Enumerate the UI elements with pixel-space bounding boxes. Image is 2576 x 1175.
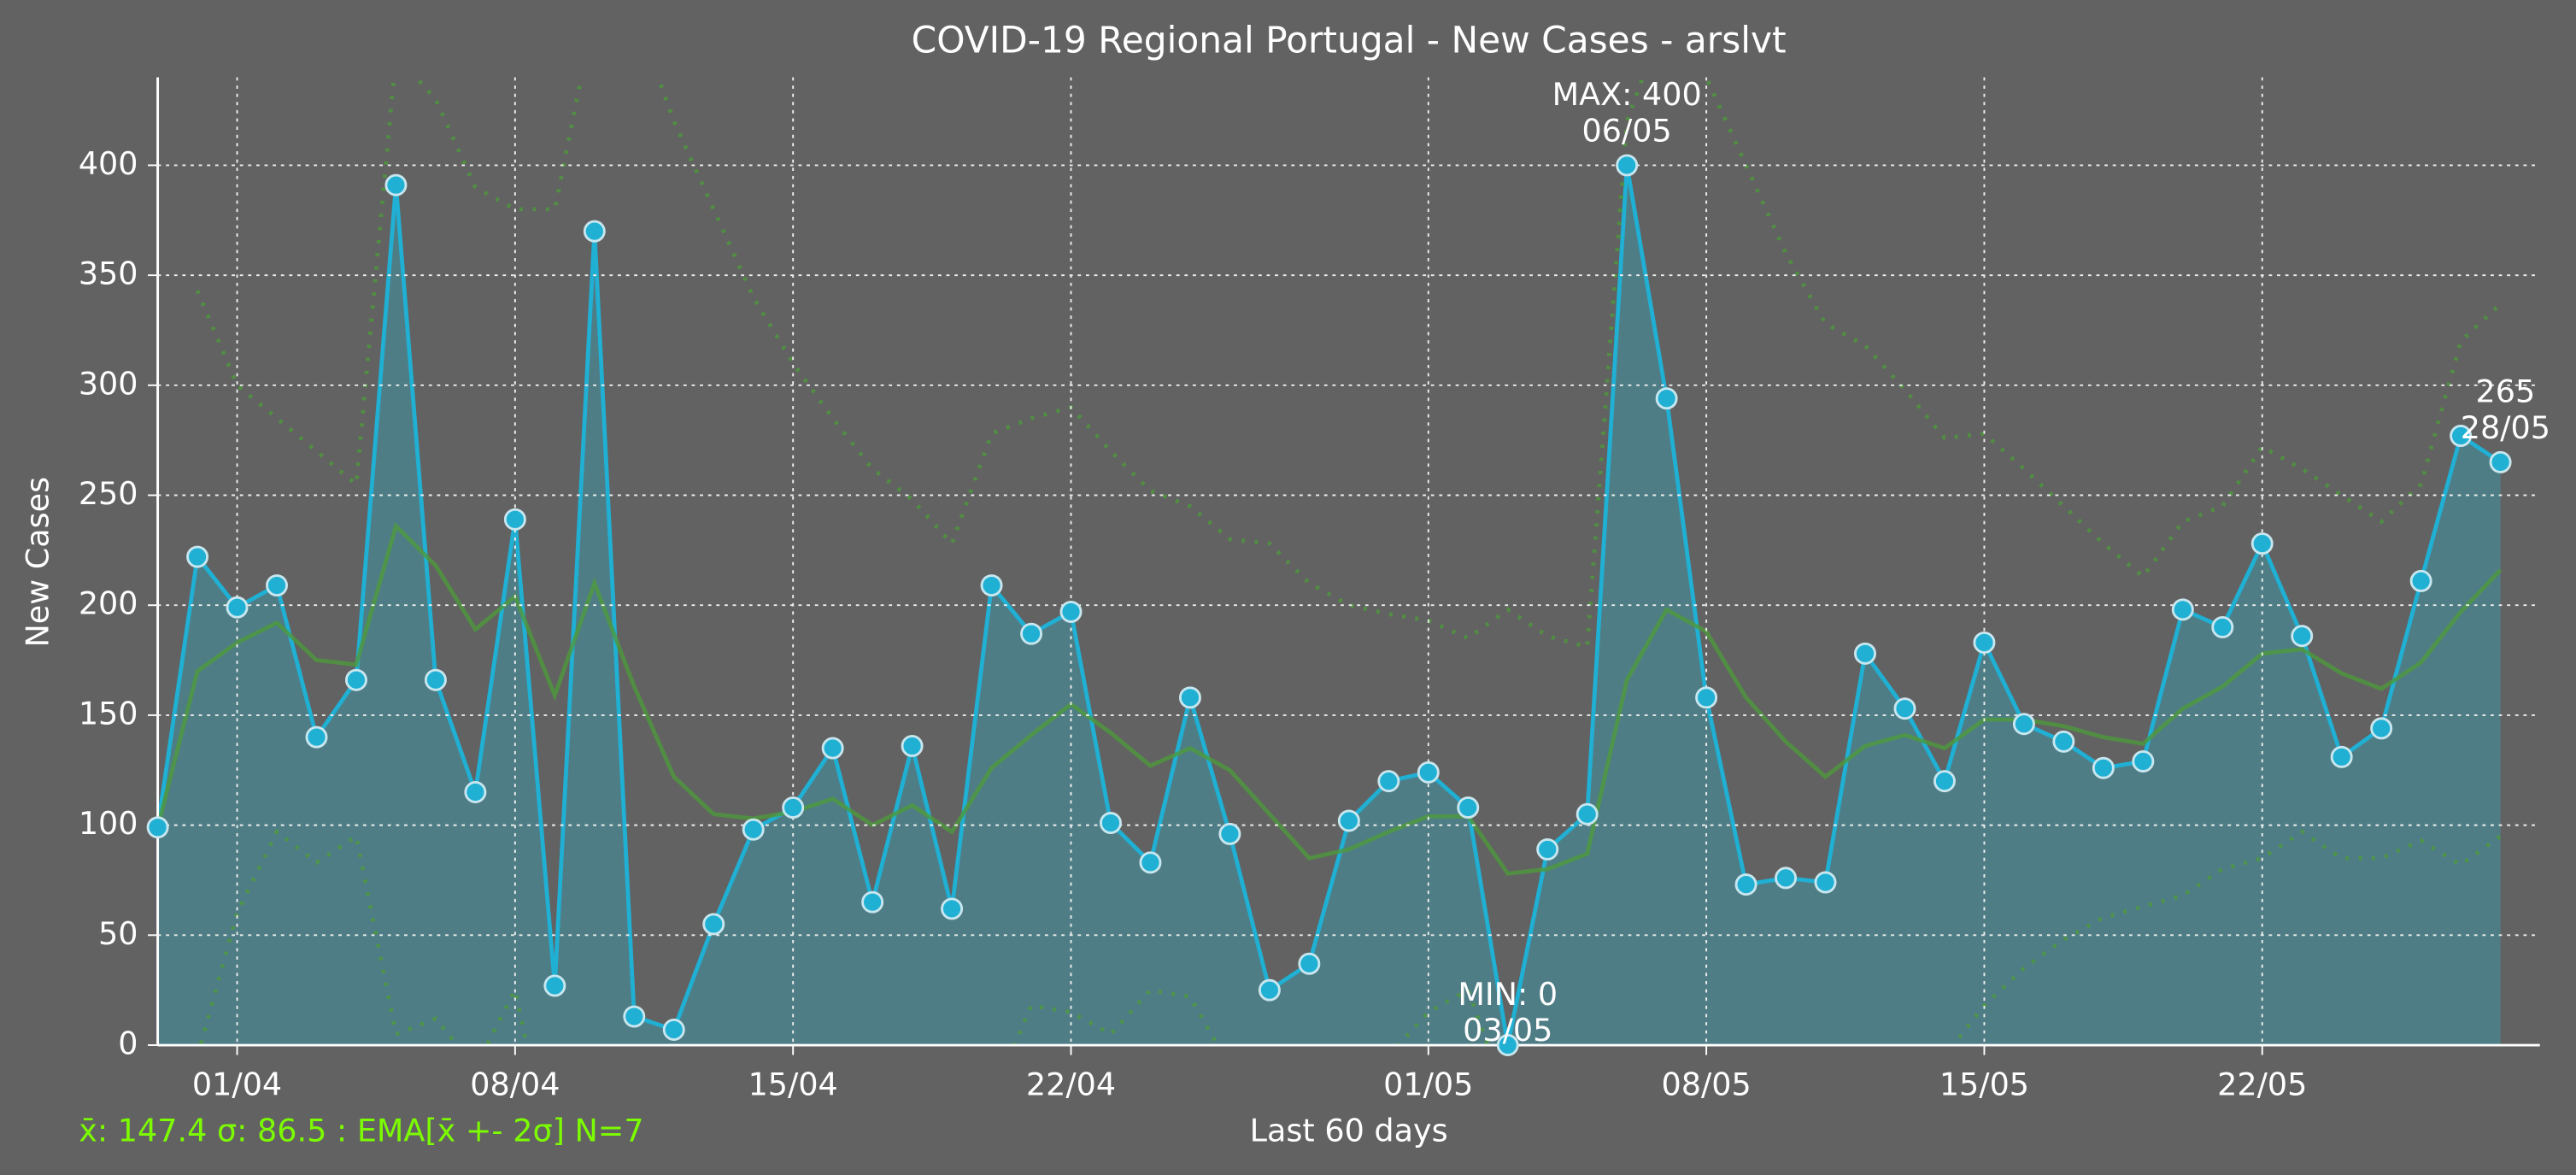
annotation-label: MAX: 400 xyxy=(1552,76,1702,113)
point xyxy=(1695,686,1718,709)
point xyxy=(384,173,408,197)
point xyxy=(583,220,606,243)
area xyxy=(157,165,2501,1046)
point xyxy=(1417,761,1440,784)
point xyxy=(1298,952,1321,975)
point xyxy=(662,1019,685,1041)
y-tick-label: 150 xyxy=(79,695,138,731)
point xyxy=(1496,1034,1519,1056)
point xyxy=(2052,730,2075,753)
x-tick-label: 01/04 xyxy=(192,1066,282,1103)
annotation-date: 28/05 xyxy=(2461,409,2550,446)
x-tick-label: 01/05 xyxy=(1383,1066,1473,1103)
point xyxy=(941,897,964,920)
chart-title: COVID-19 Regional Portugal - New Cases -… xyxy=(912,20,1787,62)
point xyxy=(1536,837,1559,861)
x-tick-label: 15/04 xyxy=(748,1066,838,1103)
plot-area xyxy=(157,77,2503,1046)
y-tick-label: 0 xyxy=(118,1025,138,1062)
point xyxy=(226,596,249,619)
point xyxy=(901,734,924,757)
point xyxy=(2171,598,2194,621)
point xyxy=(344,668,367,691)
point xyxy=(305,726,328,749)
point xyxy=(1258,978,1281,1002)
point xyxy=(2132,749,2155,773)
x-tick-label: 08/04 xyxy=(470,1066,560,1103)
point xyxy=(503,508,526,531)
point xyxy=(2370,717,2393,740)
point xyxy=(2012,713,2035,736)
point xyxy=(861,890,884,914)
y-tick-label: 100 xyxy=(79,805,138,842)
point xyxy=(424,668,447,691)
annotation-label: MIN: 0 xyxy=(1458,976,1558,1013)
point xyxy=(186,545,209,568)
x-tick-label: 15/05 xyxy=(1939,1066,2029,1103)
x-tick-label: 22/05 xyxy=(2217,1066,2307,1103)
point xyxy=(1178,686,1201,709)
point xyxy=(1854,642,1876,665)
y-tick-label: 200 xyxy=(79,585,138,622)
point xyxy=(623,1005,646,1028)
ema-line xyxy=(157,521,2503,876)
point xyxy=(1973,631,1996,654)
point xyxy=(1655,387,1678,410)
y-tick-label: 250 xyxy=(79,475,138,512)
band-line xyxy=(195,77,2503,650)
point xyxy=(2489,450,2512,473)
point xyxy=(1337,809,1360,832)
point xyxy=(2409,569,2432,592)
point xyxy=(2291,625,2314,648)
y-axis-label: New Cases xyxy=(20,477,56,648)
point xyxy=(1933,770,1956,793)
footnote: x̄: 147.4 σ: 86.5 : EMA[x̄ +- 2σ] N=7 xyxy=(79,1112,643,1149)
point xyxy=(1059,600,1083,623)
point xyxy=(2211,615,2234,638)
point xyxy=(742,818,765,841)
x-axis-label: Last 60 days xyxy=(1250,1112,1448,1149)
point xyxy=(821,737,844,760)
point xyxy=(1775,867,1798,890)
point xyxy=(1616,154,1639,177)
point xyxy=(464,781,487,803)
x-tick-label: 08/05 xyxy=(1661,1066,1751,1103)
point xyxy=(146,816,169,839)
annotation-date: 06/05 xyxy=(1582,112,1672,149)
point xyxy=(2330,745,2353,768)
y-tick-label: 50 xyxy=(98,915,138,952)
point xyxy=(543,974,566,997)
annotation-date: 03/05 xyxy=(1463,1012,1552,1049)
point xyxy=(1457,796,1480,819)
point xyxy=(266,574,288,597)
point xyxy=(980,574,1003,597)
y-tick-label: 350 xyxy=(79,256,138,292)
annotation-label: 265 xyxy=(2476,373,2536,410)
point xyxy=(2250,532,2274,555)
y-tick-label: 300 xyxy=(79,365,138,402)
point xyxy=(1218,822,1241,845)
point xyxy=(1734,873,1757,896)
point xyxy=(2092,756,2115,779)
point xyxy=(1377,770,1400,793)
x-tick-label: 22/04 xyxy=(1026,1066,1116,1103)
point xyxy=(1893,697,1916,720)
point xyxy=(702,913,725,936)
point xyxy=(782,796,805,819)
point xyxy=(1100,812,1122,835)
point xyxy=(1576,802,1599,825)
point xyxy=(1020,622,1043,645)
point xyxy=(2450,425,2473,447)
y-tick-label: 400 xyxy=(79,145,138,182)
point xyxy=(1139,851,1162,874)
point xyxy=(1814,871,1837,894)
